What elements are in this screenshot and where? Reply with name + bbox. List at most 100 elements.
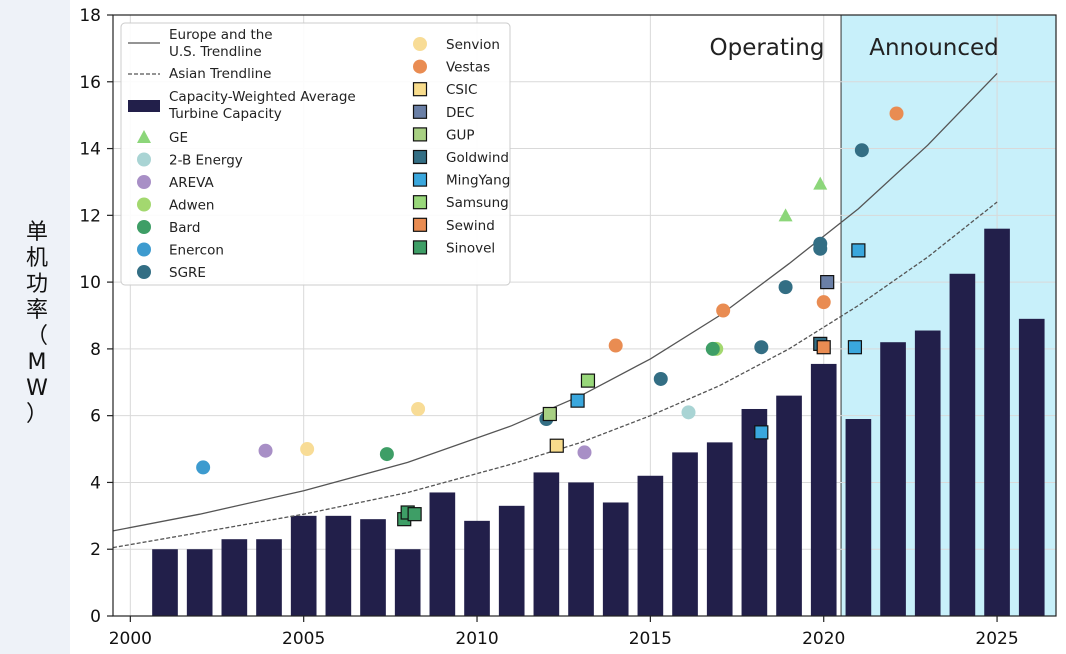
bars-layer <box>152 228 1045 616</box>
legend-label-enercon: Enercon <box>169 243 224 259</box>
capacity-bar <box>394 549 421 616</box>
capacity-bar <box>602 502 629 616</box>
legend-label-sewind: Sewind <box>446 218 495 234</box>
point-enercon <box>196 460 211 475</box>
region-label-announced: Announced <box>869 35 999 61</box>
capacity-bar <box>637 475 664 616</box>
point-mingyang <box>851 243 866 258</box>
point-samsung <box>580 373 596 388</box>
region-label-operating: Operating <box>710 35 825 61</box>
point-sinovel <box>407 507 422 522</box>
legend-swatch-vestas <box>413 59 427 74</box>
capacity-bar <box>706 442 733 616</box>
y-tick-label: 6 <box>90 407 101 427</box>
point-mingyang <box>570 393 585 408</box>
legend-label-senvion: Senvion <box>446 37 500 53</box>
legend-swatch-goldwind <box>412 149 428 165</box>
point-2-b-energy <box>681 405 696 420</box>
trendlines-layer <box>112 72 998 549</box>
y-axis-label-char: 单 <box>25 220 48 245</box>
legend-label-ge: GE <box>169 130 188 146</box>
capacity-bar <box>914 330 941 616</box>
capacity-bar <box>984 228 1010 616</box>
capacity-bar <box>810 363 837 616</box>
point-ge <box>778 208 793 222</box>
point-bard <box>705 341 720 356</box>
capacity-bar <box>672 452 698 616</box>
x-tick-label: 2010 <box>455 629 498 649</box>
capacity-bar <box>1018 318 1045 616</box>
legend-box <box>120 22 511 286</box>
legend-swatch-csic <box>412 82 428 97</box>
legend-swatch-2-b-energy <box>137 152 151 167</box>
capacity-bar <box>776 395 802 616</box>
legend-label-bars-line1: Capacity-Weighted Average <box>169 89 356 105</box>
legend-swatch-sewind <box>412 217 428 232</box>
y-tick-label: 8 <box>90 340 101 360</box>
legend-swatch-areva <box>137 175 151 189</box>
capacity-bar <box>221 539 248 616</box>
point-mingyang <box>847 340 863 355</box>
legend-label-bard: Bard <box>169 220 200 236</box>
point-csic <box>549 438 564 453</box>
legend-label-sinovel: Sinovel <box>446 240 495 256</box>
capacity-bar <box>741 408 768 616</box>
point-areva <box>258 443 273 458</box>
point-mingyang <box>754 425 769 440</box>
point-senvion <box>411 401 426 416</box>
legend-swatch-gup <box>412 127 428 142</box>
legend-label-europe-line2: U.S. Trendline <box>169 44 262 60</box>
legend-label-gup: GUP <box>446 127 474 143</box>
legend-label-europe-line1: Europe and the <box>169 27 273 43</box>
legend-label-vestas: Vestas <box>446 60 490 76</box>
side-panel <box>0 0 70 654</box>
point-sgre <box>754 340 769 355</box>
y-axis-label-char: M <box>27 350 47 375</box>
y-axis-label-char: ） <box>25 402 48 427</box>
y-axis-label-char: 率 <box>25 298 48 323</box>
legend-swatch-mingyang <box>412 172 428 187</box>
legend-label-mingyang: MingYang <box>446 173 510 189</box>
y-axis-label-char: W <box>26 376 48 401</box>
legend-swatch-sinovel <box>412 240 428 255</box>
capacity-bar <box>845 419 872 616</box>
legend-label-areva: AREVA <box>169 175 215 191</box>
point-senvion <box>300 442 315 457</box>
x-tick-label: 2025 <box>975 629 1018 649</box>
europe-us-trendline <box>112 72 998 532</box>
plot-frame <box>112 14 1057 617</box>
legend-swatch-samsung <box>412 195 428 210</box>
y-tick-label: 16 <box>79 73 101 93</box>
y-axis-label: 单 机 功 率 （ M W ） <box>20 220 54 428</box>
point-sgre <box>778 280 793 295</box>
point-areva <box>577 445 592 460</box>
capacity-bar <box>325 515 352 616</box>
point-sgre <box>653 371 668 386</box>
point-dec <box>820 275 835 290</box>
scatter-points-layer <box>196 106 904 527</box>
y-axis-label-char: 机 <box>25 246 48 271</box>
capacity-bar <box>429 492 456 616</box>
legend-swatch-sgre <box>137 265 151 279</box>
capacity-bar <box>256 539 282 616</box>
point-sgre <box>813 241 828 256</box>
point-vestas <box>716 303 731 318</box>
point-ge <box>813 176 828 190</box>
point-bard <box>379 447 394 462</box>
legend-label-csic: CSIC <box>446 82 477 98</box>
legend-label-samsung: Samsung <box>446 195 509 211</box>
asian-trendline <box>112 201 998 549</box>
x-tick-label: 2005 <box>282 629 325 649</box>
point-vestas <box>889 106 904 121</box>
axes-layer: 2000 2005 2010 2015 2020 2025 0 2 4 6 8 10 12 14 16 18 O… <box>79 6 1057 649</box>
y-tick-label: 14 <box>79 140 101 160</box>
legend-swatch-capacity-bar <box>128 100 160 112</box>
legend-label-bars-line2: Turbine Capacity <box>168 106 282 122</box>
capacity-bar <box>533 472 560 616</box>
legend-swatch-senvion <box>413 37 427 51</box>
legend-label-2-b-energy: 2-B Energy <box>169 153 243 169</box>
capacity-bar <box>498 505 525 616</box>
capacity-bar <box>568 482 594 616</box>
point-sewind <box>816 340 831 355</box>
